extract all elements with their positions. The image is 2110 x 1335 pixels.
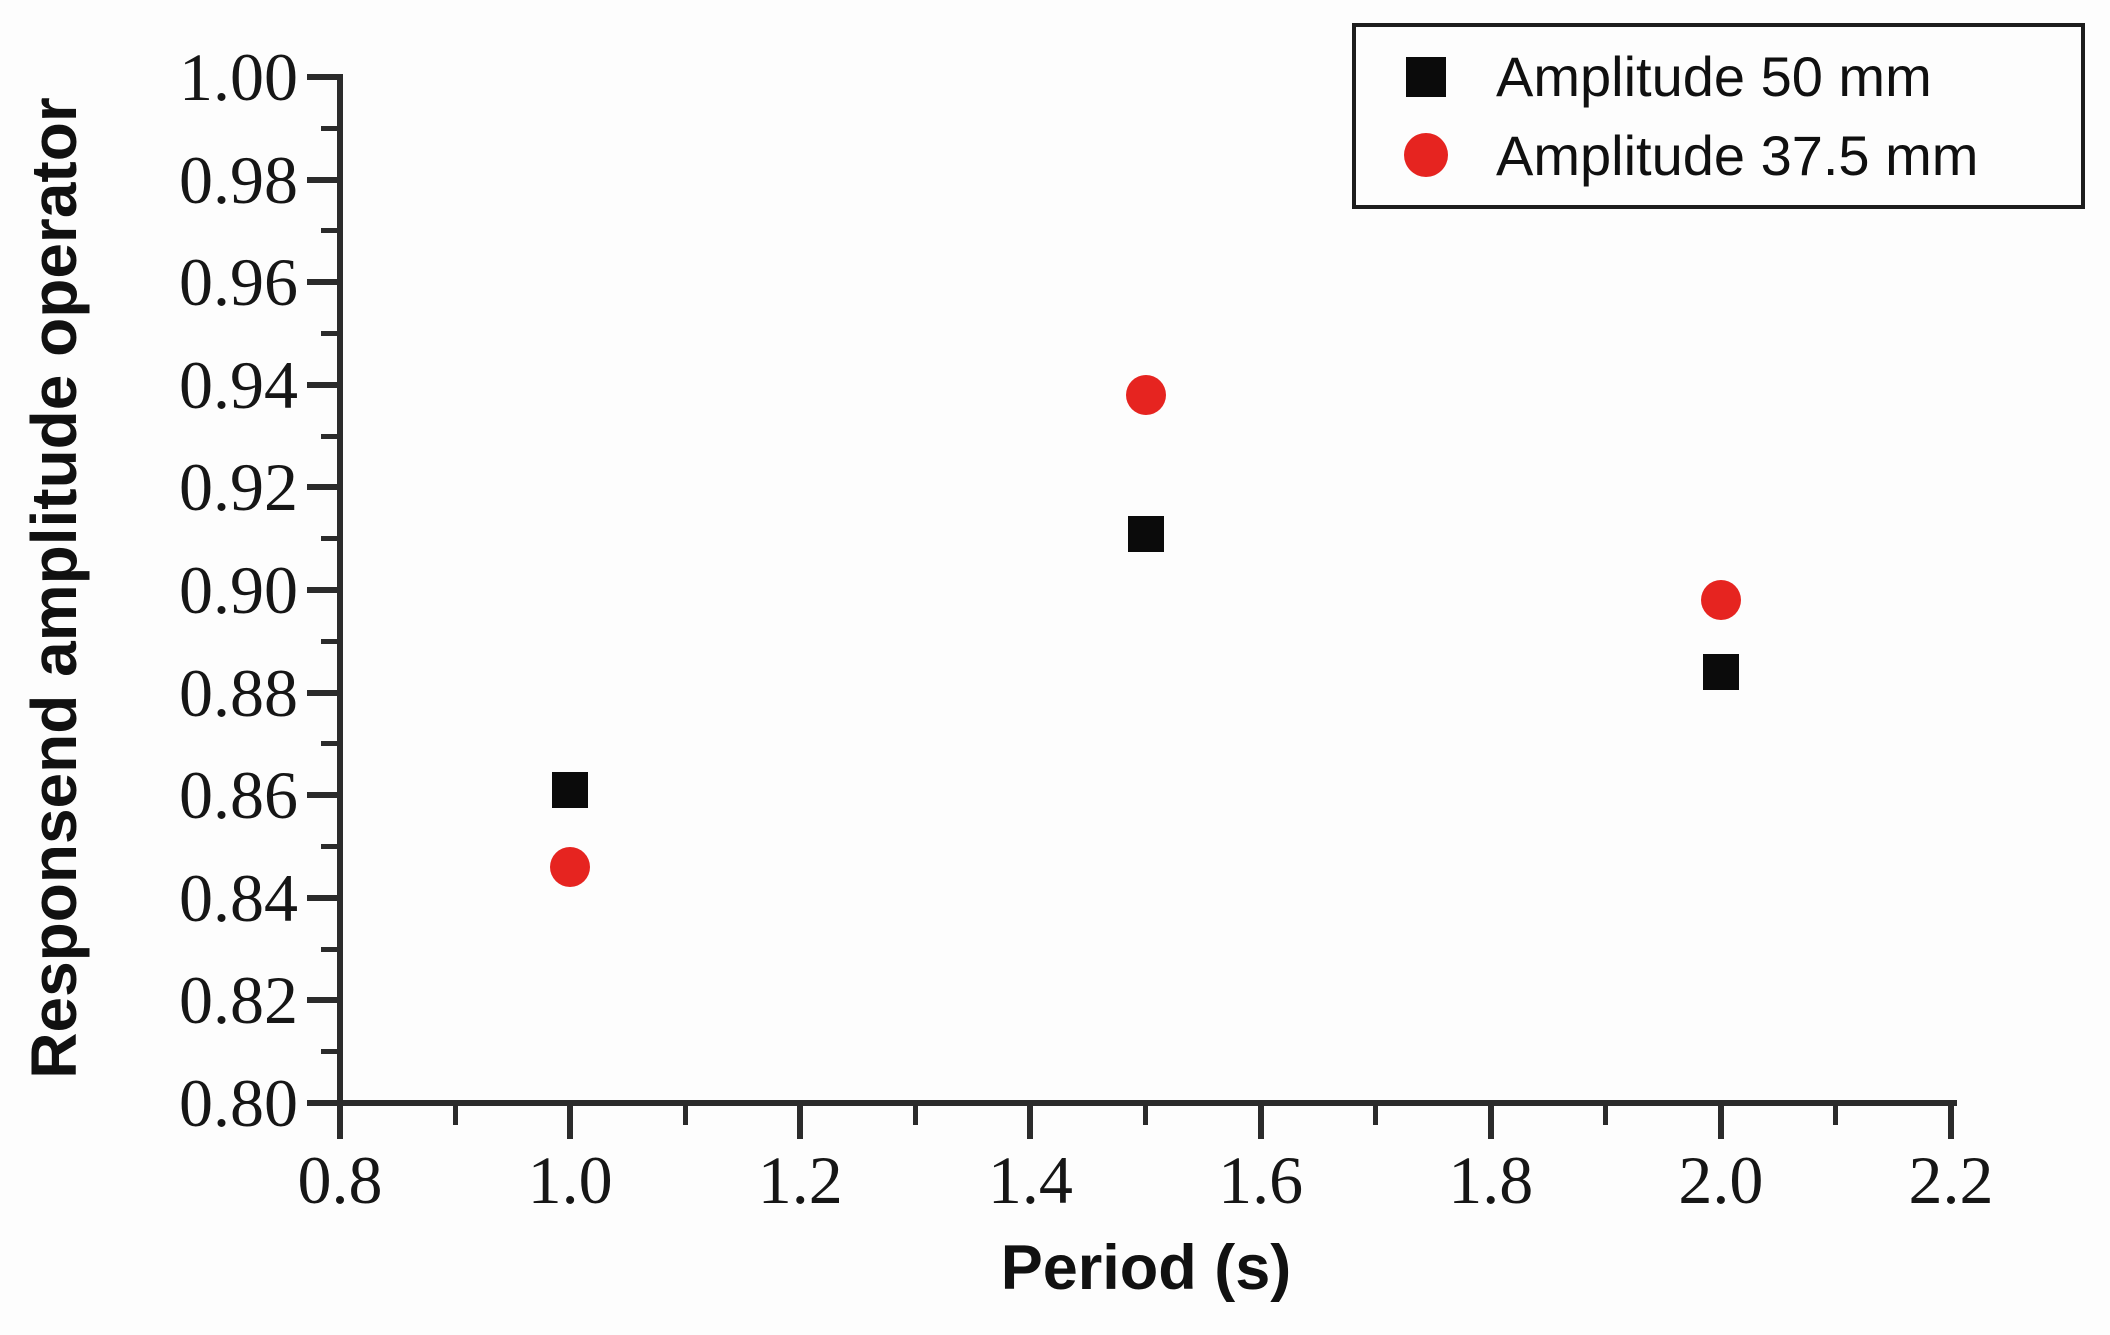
y-major-tick	[307, 894, 340, 901]
y-minor-tick	[321, 638, 340, 644]
y-tick-label: 0.80	[179, 1065, 298, 1141]
legend-square-marker-icon	[1406, 56, 1446, 97]
y-major-tick	[307, 792, 340, 799]
y-major-tick	[307, 587, 340, 593]
x-minor-tick	[1373, 1106, 1379, 1125]
x-major-tick	[567, 1106, 574, 1139]
y-tick-label: 0.98	[179, 141, 298, 218]
y-minor-tick	[321, 228, 340, 234]
y-axis-line	[337, 74, 343, 1106]
data-point-square	[1127, 515, 1164, 552]
x-minor-tick	[1833, 1106, 1839, 1125]
x-axis-title: Period (s)	[1000, 1233, 1292, 1303]
y-tick-label: 0.86	[179, 757, 298, 834]
x-tick-label: 1.6	[1218, 1142, 1304, 1218]
y-tick-label: 0.96	[179, 244, 298, 321]
x-major-tick	[1717, 1106, 1724, 1139]
y-major-tick	[307, 176, 340, 183]
data-point-circle	[1700, 580, 1741, 621]
x-minor-tick	[912, 1106, 918, 1125]
y-tick-label: 0.84	[179, 859, 298, 936]
x-tick-label: 2.0	[1678, 1142, 1764, 1218]
x-major-tick	[337, 1106, 343, 1139]
legend-marker-cell	[1356, 133, 1496, 178]
x-tick-label: 1.8	[1448, 1142, 1534, 1218]
y-tick-label: 0.94	[179, 346, 298, 423]
legend: Amplitude 50 mm Amplitude 37.5 mm	[1352, 23, 2085, 209]
x-major-tick	[1027, 1106, 1034, 1139]
x-minor-tick	[452, 1106, 458, 1125]
x-axis-line	[337, 1100, 1957, 1106]
y-tick-label: 0.82	[179, 962, 298, 1039]
y-major-tick	[307, 484, 340, 491]
y-minor-tick	[321, 125, 340, 131]
data-point-circle	[550, 847, 591, 888]
x-tick-label: 1.2	[757, 1142, 843, 1218]
legend-row: Amplitude 37.5 mm	[1356, 123, 2081, 188]
y-major-tick	[307, 997, 340, 1004]
y-minor-tick	[321, 844, 340, 849]
x-major-tick	[1487, 1106, 1494, 1139]
y-tick-label: 0.90	[179, 552, 298, 628]
x-minor-tick	[682, 1106, 688, 1125]
y-minor-tick	[321, 331, 340, 336]
y-minor-tick	[321, 946, 340, 952]
y-minor-tick	[321, 433, 340, 439]
y-minor-tick	[321, 741, 340, 747]
x-minor-tick	[1143, 1106, 1148, 1125]
x-tick-label: 0.8	[297, 1142, 383, 1218]
legend-label: Amplitude 50 mm	[1496, 45, 1932, 109]
x-minor-tick	[1603, 1106, 1609, 1125]
y-major-tick	[307, 689, 340, 696]
x-tick-label: 2.2	[1908, 1142, 1994, 1218]
y-tick-label: 0.92	[179, 449, 298, 526]
legend-marker-cell	[1356, 56, 1496, 97]
y-major-tick	[307, 1100, 340, 1106]
y-major-tick	[307, 279, 340, 286]
legend-circle-marker-icon	[1404, 133, 1448, 178]
data-point-circle	[1125, 375, 1166, 416]
x-tick-label: 1.4	[987, 1142, 1073, 1218]
x-major-tick	[797, 1106, 804, 1139]
x-major-tick	[1257, 1106, 1264, 1139]
y-tick-label: 0.88	[179, 654, 298, 731]
y-major-tick	[307, 74, 340, 80]
data-point-square	[1702, 654, 1739, 691]
y-major-tick	[307, 381, 340, 388]
legend-row: Amplitude 50 mm	[1356, 44, 2081, 109]
y-minor-tick	[321, 1049, 340, 1055]
y-tick-label: 1.00	[179, 39, 298, 115]
data-point-square	[552, 772, 589, 809]
x-major-tick	[1948, 1106, 1954, 1139]
legend-label: Amplitude 37.5 mm	[1496, 123, 1979, 187]
x-tick-label: 1.0	[527, 1142, 613, 1218]
y-minor-tick	[321, 536, 340, 542]
